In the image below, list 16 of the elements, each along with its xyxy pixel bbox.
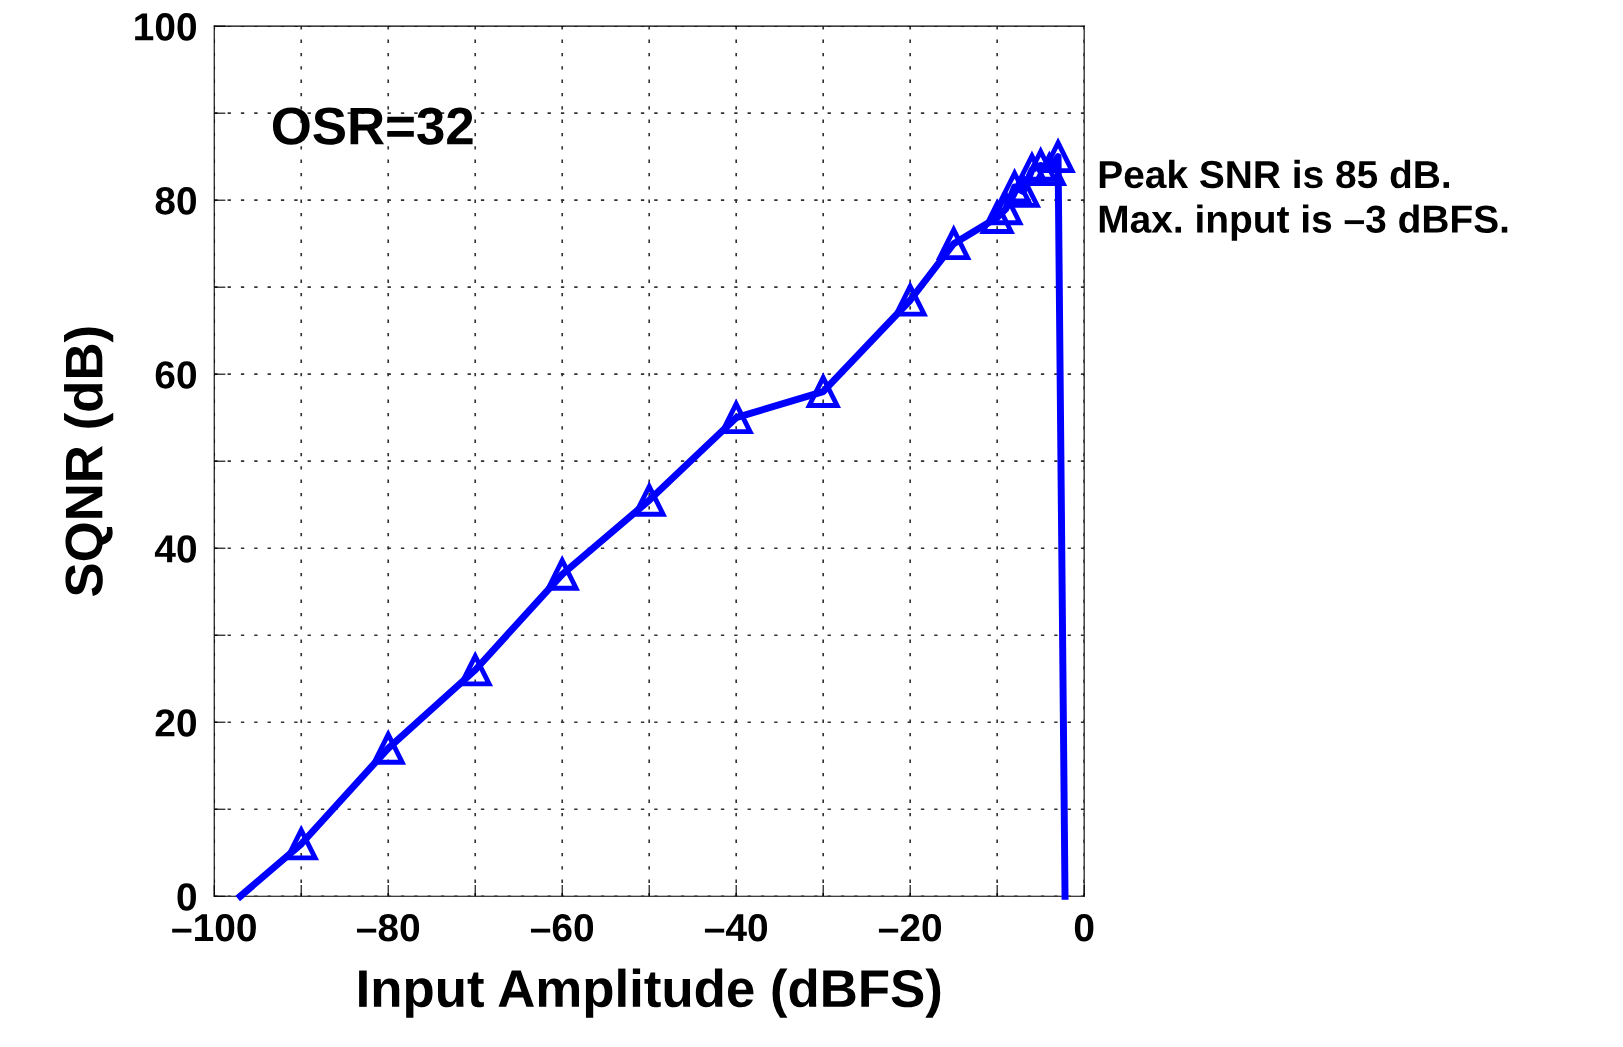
y-tick-label: 100: [135, 13, 196, 41]
x-axis-title: Input Amplitude (dBFS): [359, 968, 941, 1018]
x-tick-label: –80: [356, 913, 420, 942]
x-tick-label: 0: [1074, 913, 1094, 942]
x-tick-label: –100: [172, 913, 256, 942]
y-tick-label: 80: [155, 187, 196, 215]
y-tick-label: 0: [177, 883, 196, 911]
x-tick-label: –40: [704, 913, 768, 942]
y-axis-title: SQNR (dB): [64, 327, 114, 597]
annotation: OSR=32: [272, 107, 473, 145]
x-tick-label: –20: [878, 913, 942, 942]
text: Peak SNR is 85 dB. Max. input is –3 dBFS.: [1099, 159, 1508, 241]
y-tick-label: 20: [155, 709, 196, 737]
x-tick-label: –60: [530, 913, 594, 942]
y-tick-label: 60: [155, 361, 196, 389]
y-tick-label: 40: [154, 535, 196, 563]
